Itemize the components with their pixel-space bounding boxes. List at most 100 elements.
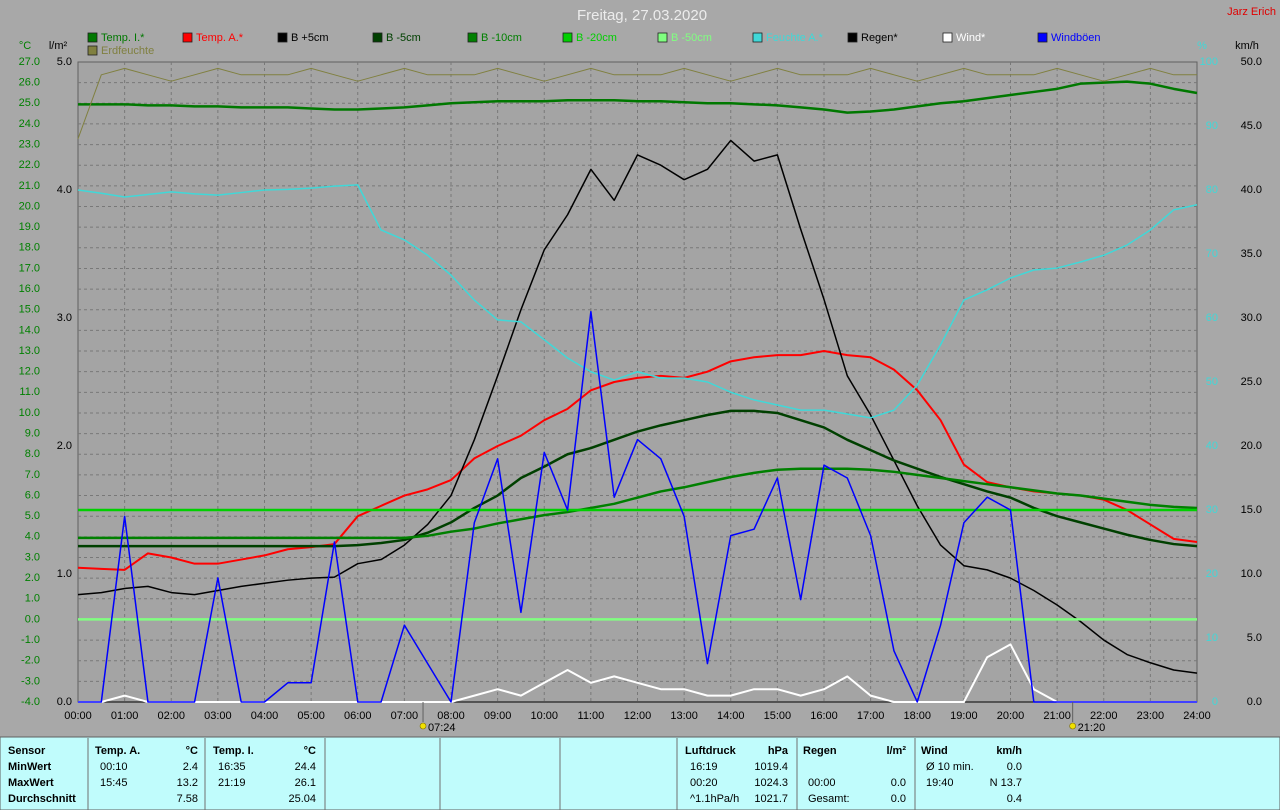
table-header: Temp. I. [213,745,254,757]
x-tick-label: 04:00 [251,710,279,722]
x-tick-label: 15:00 [764,710,792,722]
sun-icon [1069,722,1076,730]
y2-tick-label: 35.0 [1241,248,1262,260]
y-tick-label: 22.0 [19,159,40,171]
legend-label: Regen* [861,32,898,44]
cell-time: 16:19 [690,761,718,773]
x-tick-label: 08:00 [437,710,465,722]
series-line [78,80,1198,114]
y2-axis-title: km/h [1235,40,1259,52]
y2-tick-label: 50.0 [1241,56,1262,68]
series-line [78,310,1197,703]
y3-tick-label: 5.0 [57,56,72,68]
cell-value: 26.1 [295,777,316,789]
x-tick-label: 10:00 [530,710,558,722]
y-tick-label: 10.0 [19,407,40,419]
legend-label: B -50cm [671,32,712,44]
x-tick-label: 06:00 [344,710,372,722]
y2-tick-label: 45.0 [1241,120,1262,132]
y-tick-label: 27.0 [19,56,40,68]
x-tick-label: 17:00 [857,710,885,722]
y2-tick-label: 0.0 [1247,696,1262,708]
legend-swatch [467,32,478,43]
y4-tick-label: 20 [1206,568,1218,580]
table-header: Luftdruck [685,745,737,757]
x-tick-label: 24:00 [1183,710,1211,722]
y3-tick-label: 1.0 [57,568,72,580]
y2-tick-label: 30.0 [1241,312,1262,324]
y-tick-label: 21.0 [19,180,40,192]
y4-tick-label: 40 [1206,440,1218,452]
y-tick-label: 2.0 [25,572,40,584]
legend-label: Temp. A.* [196,32,244,44]
y-tick-label: -4.0 [21,696,40,708]
table-unit: °C [304,745,316,757]
sun-icon [419,722,427,730]
x-tick-label: 16:00 [810,710,838,722]
x-tick-label: 09:00 [484,710,512,722]
y4-tick-label: 100 [1200,56,1218,68]
y2-tick-label: 25.0 [1241,376,1262,388]
cell-time: Ø 10 min. [926,761,974,773]
x-tick-label: 13:00 [670,710,698,722]
y3-tick-label: 2.0 [57,440,72,452]
legend-swatch [562,32,573,43]
x-tick-label: 03:00 [204,710,232,722]
y-axis-title: °C [19,40,31,52]
x-tick-label: 12:00 [624,710,652,722]
cell-value: 2.4 [183,761,198,773]
legend-label: Temp. I.* [101,32,145,44]
cell-time: ^1.1hPa/h [690,793,739,805]
cell-time: 16:35 [218,761,246,773]
y3-tick-label: 4.0 [57,184,72,196]
y-tick-label: 12.0 [19,366,40,378]
y-tick-label: -2.0 [21,655,40,667]
series-line [77,67,1197,139]
y4-axis-title: % [1197,40,1207,52]
x-tick-label: 11:00 [578,710,605,722]
y-tick-label: 1.0 [25,593,40,605]
cell-value: 1019.4 [754,761,788,773]
y-tick-label: 5.0 [25,510,40,522]
y4-tick-label: 30 [1206,504,1218,516]
y-tick-label: 15.0 [19,304,40,316]
y-tick-label: 23.0 [19,138,40,150]
row-label: MaxWert [8,777,54,789]
cell-time: 00:00 [808,777,836,789]
annotation-label: 07:24 [428,722,456,734]
x-tick-label: 22:00 [1090,710,1118,722]
cell-value: 0.0 [1007,761,1022,773]
y4-tick-label: 50 [1206,376,1218,388]
table-unit: °C [186,745,198,757]
y-tick-label: 25.0 [19,97,40,109]
x-tick-label: 02:00 [157,710,185,722]
stats-panel [0,736,1280,810]
table-header: Sensor [8,745,46,757]
cell-time: 19:40 [926,777,954,789]
y-tick-label: 0.0 [25,613,40,625]
series-line [77,139,1198,674]
y-tick-label: 8.0 [25,448,40,460]
x-tick-label: 07:00 [391,710,419,722]
y-tick-label: 18.0 [19,242,40,254]
cell-value: 0.0 [891,777,906,789]
cell-value: 13.2 [177,777,198,789]
cell-value: 25.04 [288,793,316,805]
y2-tick-label: 5.0 [1247,632,1262,644]
y-tick-label: 17.0 [19,262,40,274]
legend-label: Erdfeuchte [101,45,154,57]
x-tick-label: 00:00 [64,710,92,722]
series-line [78,467,1198,540]
cell-time: Gesamt: [808,793,850,805]
legend-swatch [87,45,98,56]
series-line [78,409,1198,548]
legend-swatch [752,32,763,43]
table-unit: l/m² [886,745,906,757]
cell-value: 0.0 [891,793,906,805]
table-unit: km/h [996,745,1022,757]
y3-axis-title: l/m² [49,40,68,52]
series-line [77,184,1198,419]
legend-label: Feuchte A.* [766,32,824,44]
y-tick-label: 14.0 [19,324,40,336]
